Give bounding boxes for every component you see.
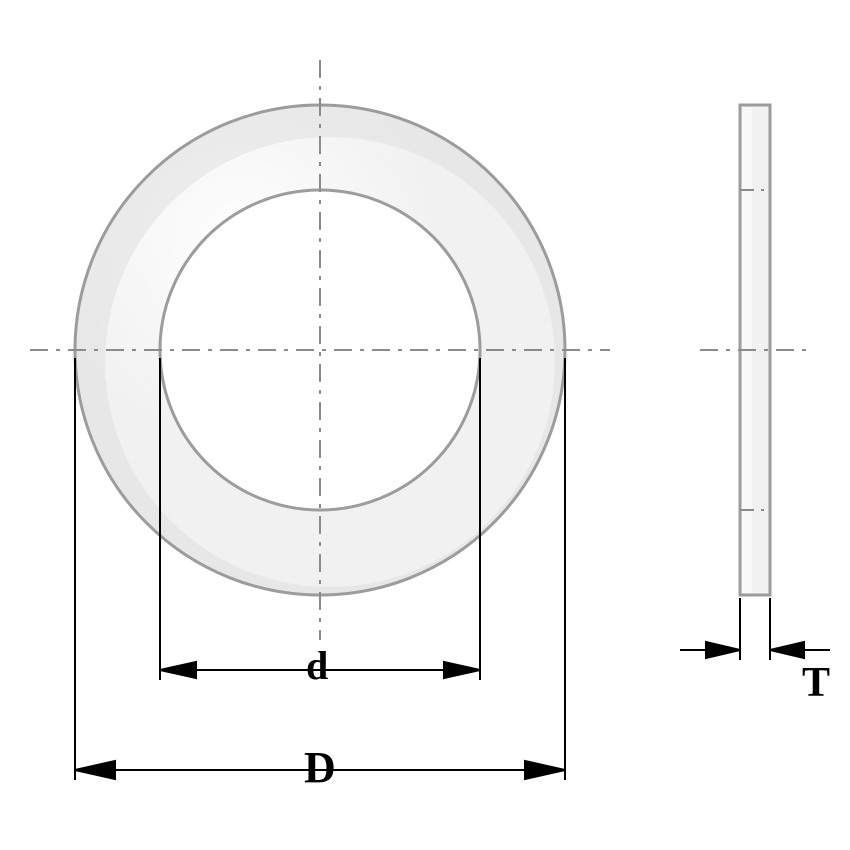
label-D: D <box>304 746 336 790</box>
label-T: T <box>802 662 830 704</box>
front-view-ring <box>50 80 590 620</box>
technical-drawing: d D T <box>0 0 850 850</box>
drawing-svg <box>0 0 850 850</box>
label-d: d <box>306 646 328 686</box>
dimension-T <box>680 598 830 660</box>
